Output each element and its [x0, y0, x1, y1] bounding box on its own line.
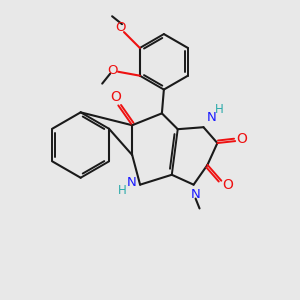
Text: N: N: [207, 111, 216, 124]
Text: O: O: [107, 64, 117, 77]
Text: H: H: [118, 184, 127, 197]
Text: N: N: [126, 176, 136, 189]
Text: O: O: [237, 132, 248, 146]
Text: H: H: [215, 103, 224, 116]
Text: O: O: [110, 91, 121, 104]
Text: O: O: [115, 21, 125, 34]
Text: O: O: [222, 178, 233, 192]
Text: N: N: [191, 188, 200, 201]
